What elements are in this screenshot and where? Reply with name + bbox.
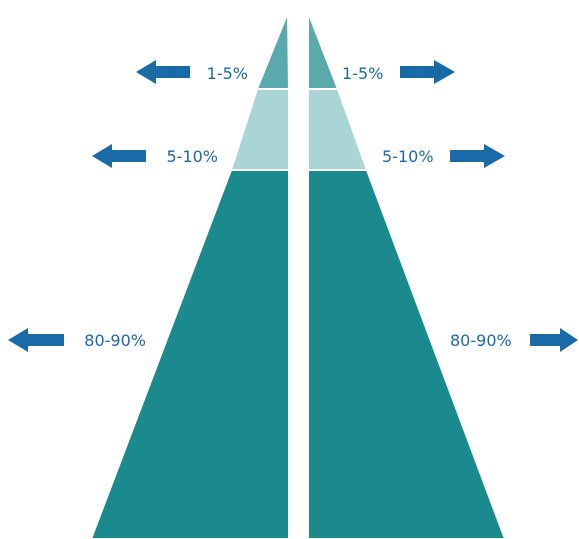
right-pyramid-half — [307, 11, 507, 539]
left-arrow-icon — [8, 328, 64, 352]
right-arrow-icon — [450, 144, 505, 168]
left-pyramid-half — [89, 11, 291, 539]
left-middle-tier — [229, 88, 290, 171]
left-arrow-icon — [136, 60, 190, 84]
right-arrow-icon — [530, 328, 578, 352]
left-top-tier — [255, 11, 291, 90]
tier-3-right-label: 80-90% — [450, 331, 512, 350]
right-top-tier — [307, 11, 340, 90]
right-middle-tier — [307, 88, 369, 171]
tier-3-left-label: 80-90% — [84, 331, 146, 350]
tier-1-left-label: 1-5% — [207, 64, 248, 83]
tier-2-right-label: 5-10% — [382, 147, 434, 166]
tier-1-right-label: 1-5% — [342, 64, 383, 83]
right-base-tier — [307, 169, 507, 539]
left-arrow-icon — [92, 144, 146, 168]
tier-2-left-label: 5-10% — [166, 147, 218, 166]
left-base-tier — [89, 169, 290, 539]
right-arrow-icon — [400, 60, 455, 84]
